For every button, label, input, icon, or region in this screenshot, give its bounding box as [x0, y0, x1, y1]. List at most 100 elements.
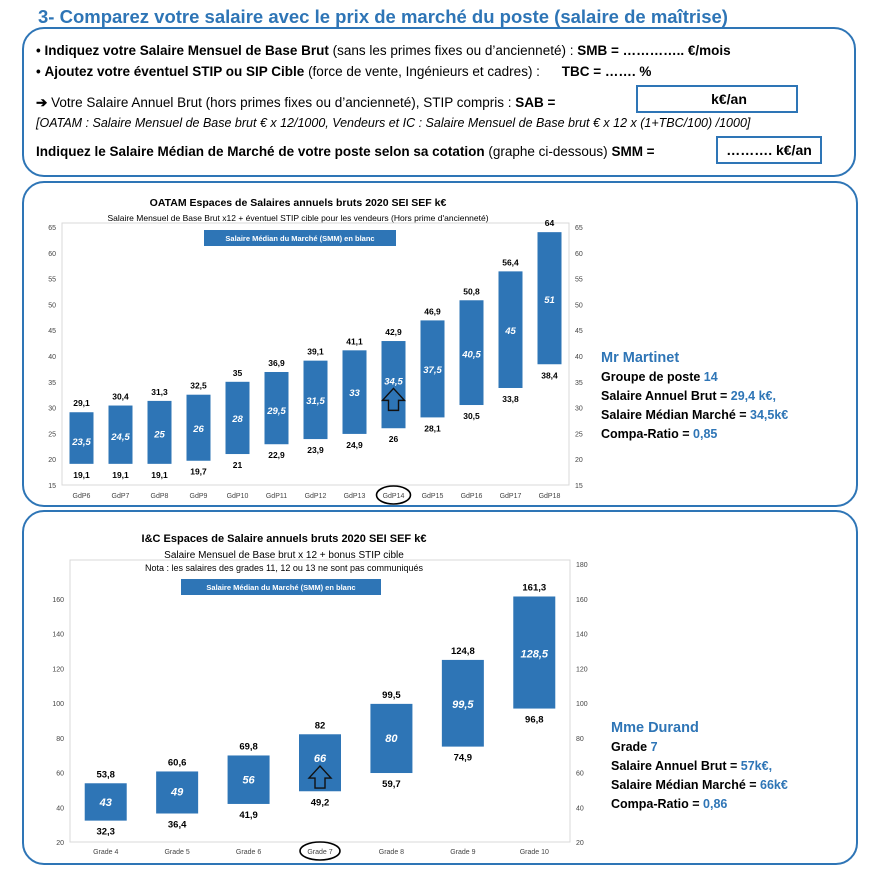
legend-label: Salaire Médian du Marché (SMM) en blanc [206, 583, 355, 592]
min-label: 74,9 [454, 753, 473, 764]
max-label: 50,8 [463, 286, 480, 296]
category-label: GdP16 [461, 493, 483, 500]
range-bar [381, 341, 406, 429]
min-label: 32,3 [96, 827, 115, 838]
y-tick-right: 160 [576, 597, 588, 604]
y-tick-left: 35 [48, 380, 56, 387]
y-tick-right: 30 [575, 406, 583, 413]
max-label: 64 [545, 218, 555, 228]
y-tick-right: 45 [575, 328, 583, 335]
max-label: 29,1 [73, 398, 90, 408]
smm-input-box[interactable]: ………. k€/an [716, 136, 822, 164]
sab-line: ➔ Votre Salaire Annuel Brut (hors primes… [36, 95, 555, 111]
smb-field[interactable]: SMB = ………….. €/mois [577, 43, 731, 58]
median-label: 33 [349, 388, 360, 399]
category-highlight-ring [299, 841, 341, 861]
example-line-2: Salaire Annuel Brut = 29,4 k€, [601, 389, 776, 403]
ic-chart: I&C Espaces de Salaire annuels bruts 202… [52, 533, 588, 861]
median-label: 26 [192, 424, 204, 435]
y-tick-left: 50 [48, 302, 56, 309]
max-label: 69,8 [239, 741, 257, 752]
min-label: 96,8 [525, 715, 544, 726]
range-bar [156, 771, 199, 814]
arrow-right-icon: ➔ [36, 95, 48, 110]
min-label: 28,1 [424, 423, 441, 433]
legend-box [181, 579, 381, 595]
legend-label: Salaire Médian du Marché (SMM) en blanc [225, 234, 374, 243]
median-label: 37,5 [423, 365, 442, 376]
y-tick-right: 40 [575, 354, 583, 361]
min-label: 21 [233, 460, 243, 470]
median-label: 99,5 [452, 699, 474, 711]
example-line-2: Salaire Annuel Brut = 57k€, [611, 759, 773, 773]
category-label: GdP9 [190, 493, 208, 500]
y-tick-left: 45 [48, 328, 56, 335]
range-bar [225, 381, 250, 455]
min-label: 41,9 [239, 810, 257, 821]
category-label: Grade 8 [379, 849, 404, 856]
example-name: Mme Durand [611, 720, 699, 736]
category-label: GdP13 [344, 493, 366, 500]
min-label: 19,1 [151, 470, 168, 480]
min-label: 19,1 [73, 470, 90, 480]
y-tick-left: 100 [52, 701, 64, 708]
y-tick-right: 180 [576, 562, 588, 569]
y-tick-right: 40 [576, 805, 584, 812]
y-tick-right: 80 [576, 736, 584, 743]
up-arrow-icon [307, 765, 333, 789]
y-tick-right: 35 [575, 380, 583, 387]
max-label: 60,6 [168, 757, 187, 768]
range-bar [537, 232, 562, 365]
median-label: 51 [544, 295, 555, 306]
category-label: GdP17 [500, 493, 522, 500]
example-line-3: Salaire Médian Marché = 66k€ [611, 778, 788, 792]
example-line-1: Grade 7 [611, 740, 658, 754]
smm-hint: (graphe ci-dessous) [484, 144, 612, 159]
median-label: 34,5 [384, 376, 403, 387]
smm-value: ………. k€/an [726, 142, 812, 158]
range-bar [441, 659, 484, 747]
y-tick-left: 40 [56, 805, 64, 812]
category-label: GdP8 [151, 493, 169, 500]
chart-note: Nota : les salaires des grades 11, 12 ou… [145, 563, 423, 573]
chart-title: I&C Espaces de Salaire annuels bruts 202… [142, 533, 427, 545]
category-label: Grade 5 [164, 849, 189, 856]
min-label: 38,4 [541, 370, 558, 380]
min-label: 33,8 [502, 394, 519, 404]
tbc-field[interactable]: TBC = ……. % [561, 64, 652, 79]
min-label: 23,9 [307, 445, 324, 455]
category-label: GdP12 [305, 493, 327, 500]
sab-label: Votre Salaire Annuel Brut (hors primes f… [47, 95, 516, 110]
category-label: GdP18 [539, 493, 561, 500]
median-label: 25 [153, 429, 165, 440]
category-label: GdP14 [383, 493, 405, 500]
range-bar [459, 300, 484, 406]
y-tick-left: 140 [52, 632, 64, 639]
up-arrow-icon [380, 387, 407, 412]
salary-form-panel: • Indiquez votre Salaire Mensuel de Base… [22, 27, 856, 177]
range-bar [84, 783, 127, 821]
sab-unit: k€/an [711, 91, 747, 107]
range-bar [186, 394, 211, 461]
median-label: 31,5 [306, 396, 325, 407]
oatam-chart: OATAM Espaces de Salaires annuels bruts … [48, 197, 583, 505]
max-label: 41,1 [346, 336, 363, 346]
min-label: 26 [389, 434, 399, 444]
example-line-3: Salaire Médian Marché = 34,5k€ [601, 408, 789, 422]
min-label: 19,1 [112, 470, 129, 480]
plot-area [61, 222, 570, 486]
median-label: 40,5 [461, 349, 481, 360]
example-durand: Mme Durand Grade 7 Salaire Annuel Brut =… [611, 719, 788, 814]
y-tick-left: 60 [48, 251, 56, 258]
median-label: 49 [170, 787, 184, 799]
median-label: 29,5 [266, 406, 286, 417]
min-label: 30,5 [463, 411, 480, 421]
y-tick-right: 65 [575, 225, 583, 232]
sab-input-box[interactable]: k€/an [636, 85, 798, 113]
median-label: 128,5 [521, 648, 549, 660]
y-tick-left: 120 [52, 666, 64, 673]
y-tick-left: 160 [52, 597, 64, 604]
category-highlight-ring [375, 485, 412, 505]
category-label: Grade 10 [520, 849, 549, 856]
tbc-label: Ajoutez votre éventuel STIP ou SIP Cible [44, 64, 305, 79]
